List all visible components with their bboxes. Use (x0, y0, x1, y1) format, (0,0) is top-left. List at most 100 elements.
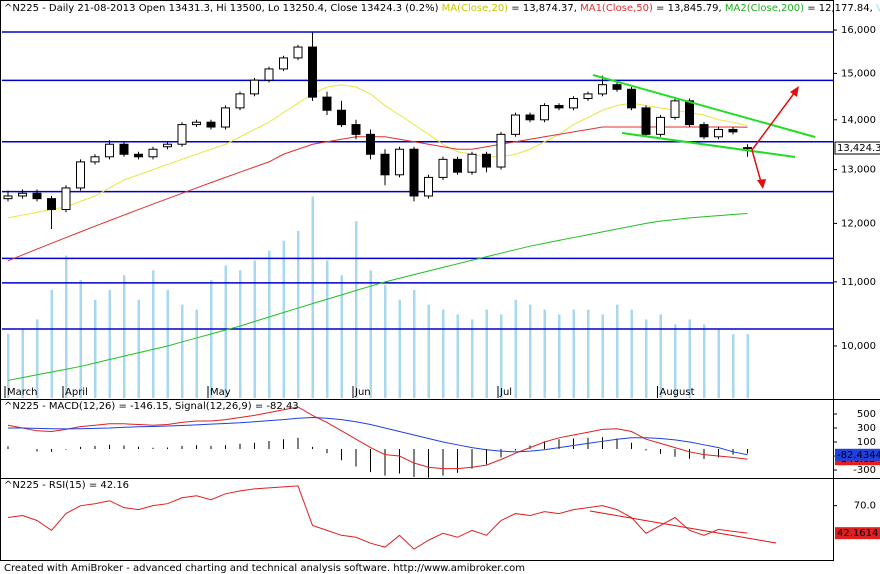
legend-part: MA(Close,20) (442, 3, 509, 14)
last-badge (835, 448, 880, 461)
last-badge (834, 141, 880, 155)
candle-body (612, 84, 622, 90)
candle-body (250, 79, 259, 95)
x-tick-label: August (660, 387, 695, 398)
volume-bar (340, 275, 343, 398)
candle-body (366, 133, 375, 155)
y-tick-label: 16,000 (841, 25, 876, 36)
frame (0, 0, 834, 561)
candle-body (728, 128, 738, 133)
candle-body (467, 153, 477, 173)
moving-average (7, 84, 748, 219)
last-price-label: 13,424.3 (837, 143, 880, 154)
volume-bar (514, 299, 517, 398)
candle-body (134, 153, 143, 158)
candle-body (525, 114, 535, 121)
volume-bar (355, 221, 358, 398)
volume-bar (529, 304, 532, 398)
trend-line (592, 74, 816, 138)
volume-bar (572, 309, 575, 398)
volume-bar (36, 319, 39, 398)
volume-bar (500, 314, 503, 398)
candle-body (177, 124, 187, 145)
rsi-trend-line (589, 510, 777, 544)
volume-bar (659, 314, 662, 398)
volume-bar (210, 280, 213, 398)
volume-bar (384, 285, 387, 398)
indicator-line (8, 417, 748, 456)
candle-body (380, 153, 390, 176)
candle-body (76, 161, 85, 189)
volume-bar (369, 270, 372, 398)
volume-bar (79, 280, 82, 398)
candle-body (656, 116, 665, 135)
legend-part: MA2(Close,200) (725, 3, 804, 14)
y-tick-label: 11,000 (841, 277, 876, 288)
candle-body (47, 198, 56, 211)
x-tick-label: Jul (499, 387, 512, 398)
candle-body (293, 46, 303, 59)
candle-body (511, 114, 520, 135)
volume-bar (442, 309, 445, 398)
volume-bar (645, 319, 648, 398)
arrow-head (790, 86, 799, 97)
last-value-label: -82.4344 (837, 450, 880, 461)
volume-bar (456, 314, 459, 398)
candle-body (308, 46, 317, 98)
candle-body (322, 96, 332, 111)
y-tick-label: 300 (857, 423, 876, 434)
candle-body (627, 88, 636, 109)
candle-body (395, 148, 404, 176)
candle-body (438, 158, 448, 178)
volume-bar (239, 270, 242, 398)
rsi-legend: ^N225 - RSI(15) = 42.16 (4, 480, 129, 491)
candle-body (685, 100, 694, 126)
legend-part: = 12,177.84, (804, 3, 876, 14)
volume-bar (398, 299, 401, 398)
y-tick-label: 100 (857, 437, 876, 448)
candle-body (119, 143, 129, 155)
x-tick-label: March (7, 387, 37, 398)
candle-body (264, 68, 274, 81)
legend-part: = 13,874.37, (508, 3, 580, 14)
indicator-line (7, 485, 748, 550)
volume-bar (21, 329, 24, 398)
candle-body (409, 148, 419, 197)
candle-body (583, 93, 593, 100)
legend-part: = 13,845.79, (653, 3, 725, 14)
volume-bar (485, 309, 488, 398)
volume-bar (94, 299, 97, 398)
legend-part: Volume (876, 3, 880, 14)
volume-bar (703, 324, 706, 398)
volume-bar (601, 314, 604, 398)
plot-layer: 16,000 15,000 14,000 13,000 12,000 11,000 10,0… (2, 25, 880, 550)
candle-body (351, 124, 361, 135)
candle-body (90, 156, 100, 163)
volume-bar (688, 319, 691, 398)
candle-body (163, 143, 172, 148)
arrow (751, 91, 796, 151)
candle-body (192, 121, 201, 126)
footer: Created with AmiBroker - advanced charti… (4, 563, 525, 574)
candle-body (32, 192, 42, 200)
volume-bar (50, 289, 53, 398)
y-tick-label: 15,000 (841, 68, 876, 79)
volume-bar (224, 265, 227, 398)
volume-bar (268, 250, 271, 398)
arrow-head (757, 179, 766, 189)
y-tick-label: 12,000 (841, 218, 876, 229)
candle-body (61, 187, 71, 211)
y-tick-label: 10,000 (841, 341, 876, 352)
trend-line (621, 132, 796, 158)
x-tick-label: May (210, 387, 231, 398)
volume-bar (717, 329, 720, 398)
y-tick-label: 500 (857, 409, 876, 420)
candle-body (148, 148, 158, 158)
candle-body (3, 195, 13, 200)
volume-bar (471, 319, 474, 398)
macd-legend: ^N225 - MACD(12,26) = -146.15, Signal(12… (4, 401, 299, 412)
candle-body (540, 105, 549, 121)
volume-bar (674, 324, 677, 398)
y-tick-label: 14,000 (841, 115, 876, 126)
